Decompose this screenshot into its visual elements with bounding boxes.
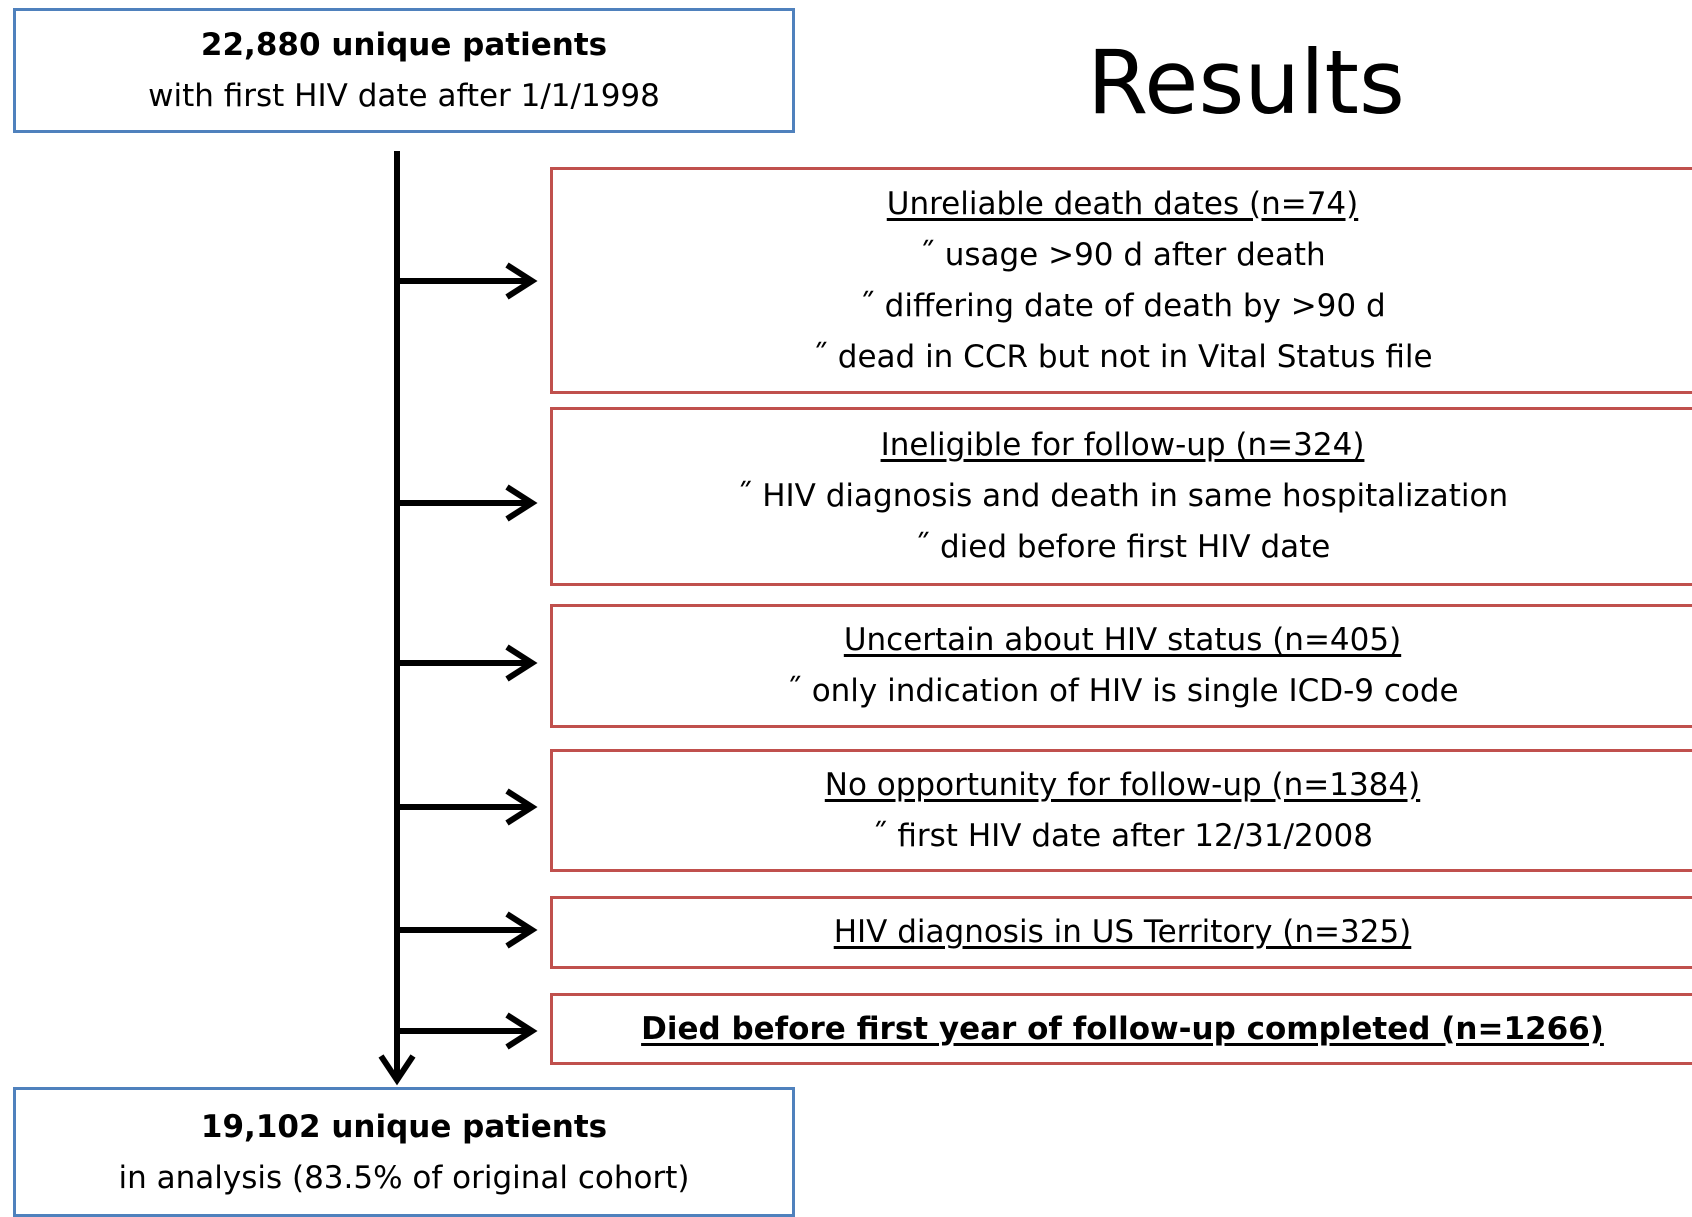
branch-arrowhead (505, 911, 538, 949)
exclusion-heading: HIV diagnosis in US Territory (n=325) (833, 914, 1412, 950)
exclusion-box: Died before first year of follow-up comp… (550, 993, 1692, 1065)
exclusion-box: Ineligible for follow-up (n=324) ˝ HIV di… (550, 407, 1692, 586)
main-arrowhead (378, 1054, 416, 1086)
exclusion-box: Unreliable death dates (n=74) ˝ usage >90… (550, 167, 1692, 394)
end-detail: in analysis (83.5% of original cohort) (118, 1160, 690, 1196)
branch-arrowhead (505, 262, 538, 300)
exclusion-box: HIV diagnosis in US Territory (n=325) (550, 896, 1692, 969)
end-box: 19,102 unique patients in analysis (83.5… (13, 1087, 795, 1217)
exclusion-item: ˝ died before first HIV date (914, 529, 1331, 565)
exclusion-box: No opportunity for follow-up (n=1384) ˝ f… (550, 749, 1692, 872)
exclusion-item: ˝ only indication of HIV is single ICD-9… (786, 673, 1459, 709)
exclusion-box: Uncertain about HIV status (n=405) ˝ only… (550, 604, 1692, 728)
exclusion-heading: Unreliable death dates (n=74) (886, 185, 1359, 222)
exclusion-item: ˝ HIV diagnosis and death in same hospit… (736, 478, 1509, 514)
branch-arrowhead (505, 1012, 538, 1050)
exclusion-item: ˝ differing date of death by >90 d (859, 287, 1386, 324)
exclusion-item: ˝ usage >90 d after death (919, 236, 1326, 273)
branch-arrowhead (505, 484, 538, 522)
exclusion-heading: Uncertain about HIV status (n=405) (843, 622, 1402, 658)
exclusion-heading: Ineligible for follow-up (n=324) (880, 427, 1365, 463)
branch-arrowhead (505, 644, 538, 682)
start-box: 22,880 unique patients with first HIV da… (13, 8, 795, 133)
branch-arrowhead (505, 788, 538, 826)
start-count: 22,880 unique patients (200, 26, 608, 63)
exclusion-item: ˝ first HIV date after 12/31/2008 (872, 817, 1373, 854)
exclusion-heading: No opportunity for follow-up (n=1384) (824, 766, 1421, 803)
title: Results (1087, 31, 1405, 134)
start-detail: with first HIV date after 1/1/1998 (148, 77, 660, 114)
end-count: 19,102 unique patients (200, 1109, 608, 1145)
exclusion-item: ˝ dead in CCR but not in Vital Status fi… (812, 338, 1433, 375)
exclusion-heading: Died before first year of follow-up comp… (641, 1010, 1604, 1047)
